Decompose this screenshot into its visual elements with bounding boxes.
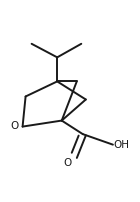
Text: O: O [64, 159, 72, 168]
Text: O: O [10, 121, 18, 131]
Text: OH: OH [114, 140, 130, 150]
